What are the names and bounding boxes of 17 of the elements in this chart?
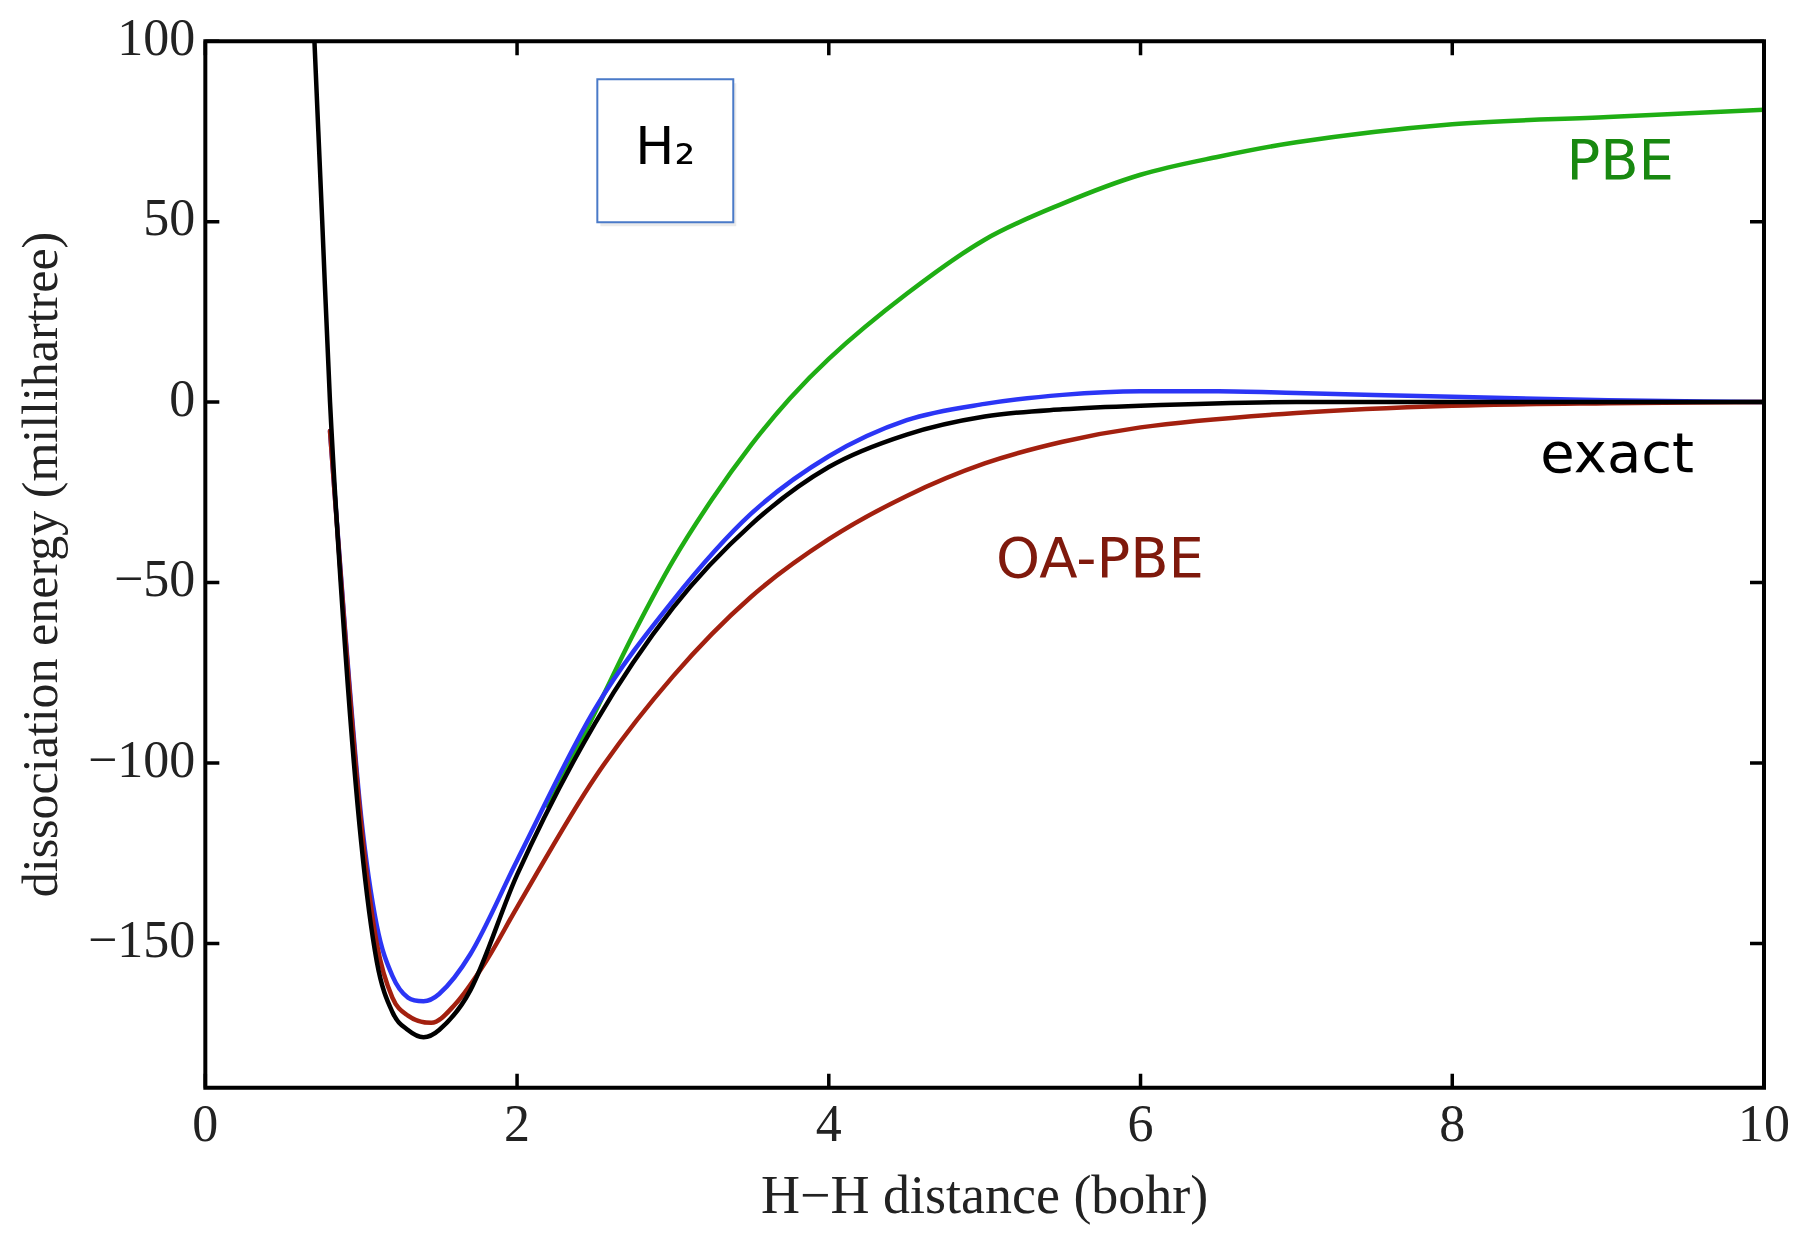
x-tick-label: 10 (1738, 1094, 1790, 1152)
series-label: PBE (1566, 127, 1675, 193)
y-tick-label: 100 (117, 8, 196, 66)
y-tick-label: −50 (114, 550, 196, 608)
y-tick-label: 50 (143, 189, 196, 247)
x-tick-label: 6 (1127, 1094, 1154, 1152)
y-axis-title: dissociation energy (millihartree) (12, 231, 69, 898)
series-label: OA-PBE (996, 524, 1204, 590)
x-tick-label: 8 (1439, 1094, 1466, 1152)
x-tick-label: 4 (815, 1094, 842, 1152)
y-tick-label: −100 (88, 730, 196, 788)
annotation: H₂ (635, 116, 696, 177)
y-tick-label: 0 (169, 369, 196, 427)
series-label: exact (1540, 419, 1694, 485)
x-axis-title: H−H distance (bohr) (761, 1164, 1209, 1225)
y-tick-label: −150 (88, 911, 196, 969)
x-tick-label: 2 (504, 1094, 531, 1152)
